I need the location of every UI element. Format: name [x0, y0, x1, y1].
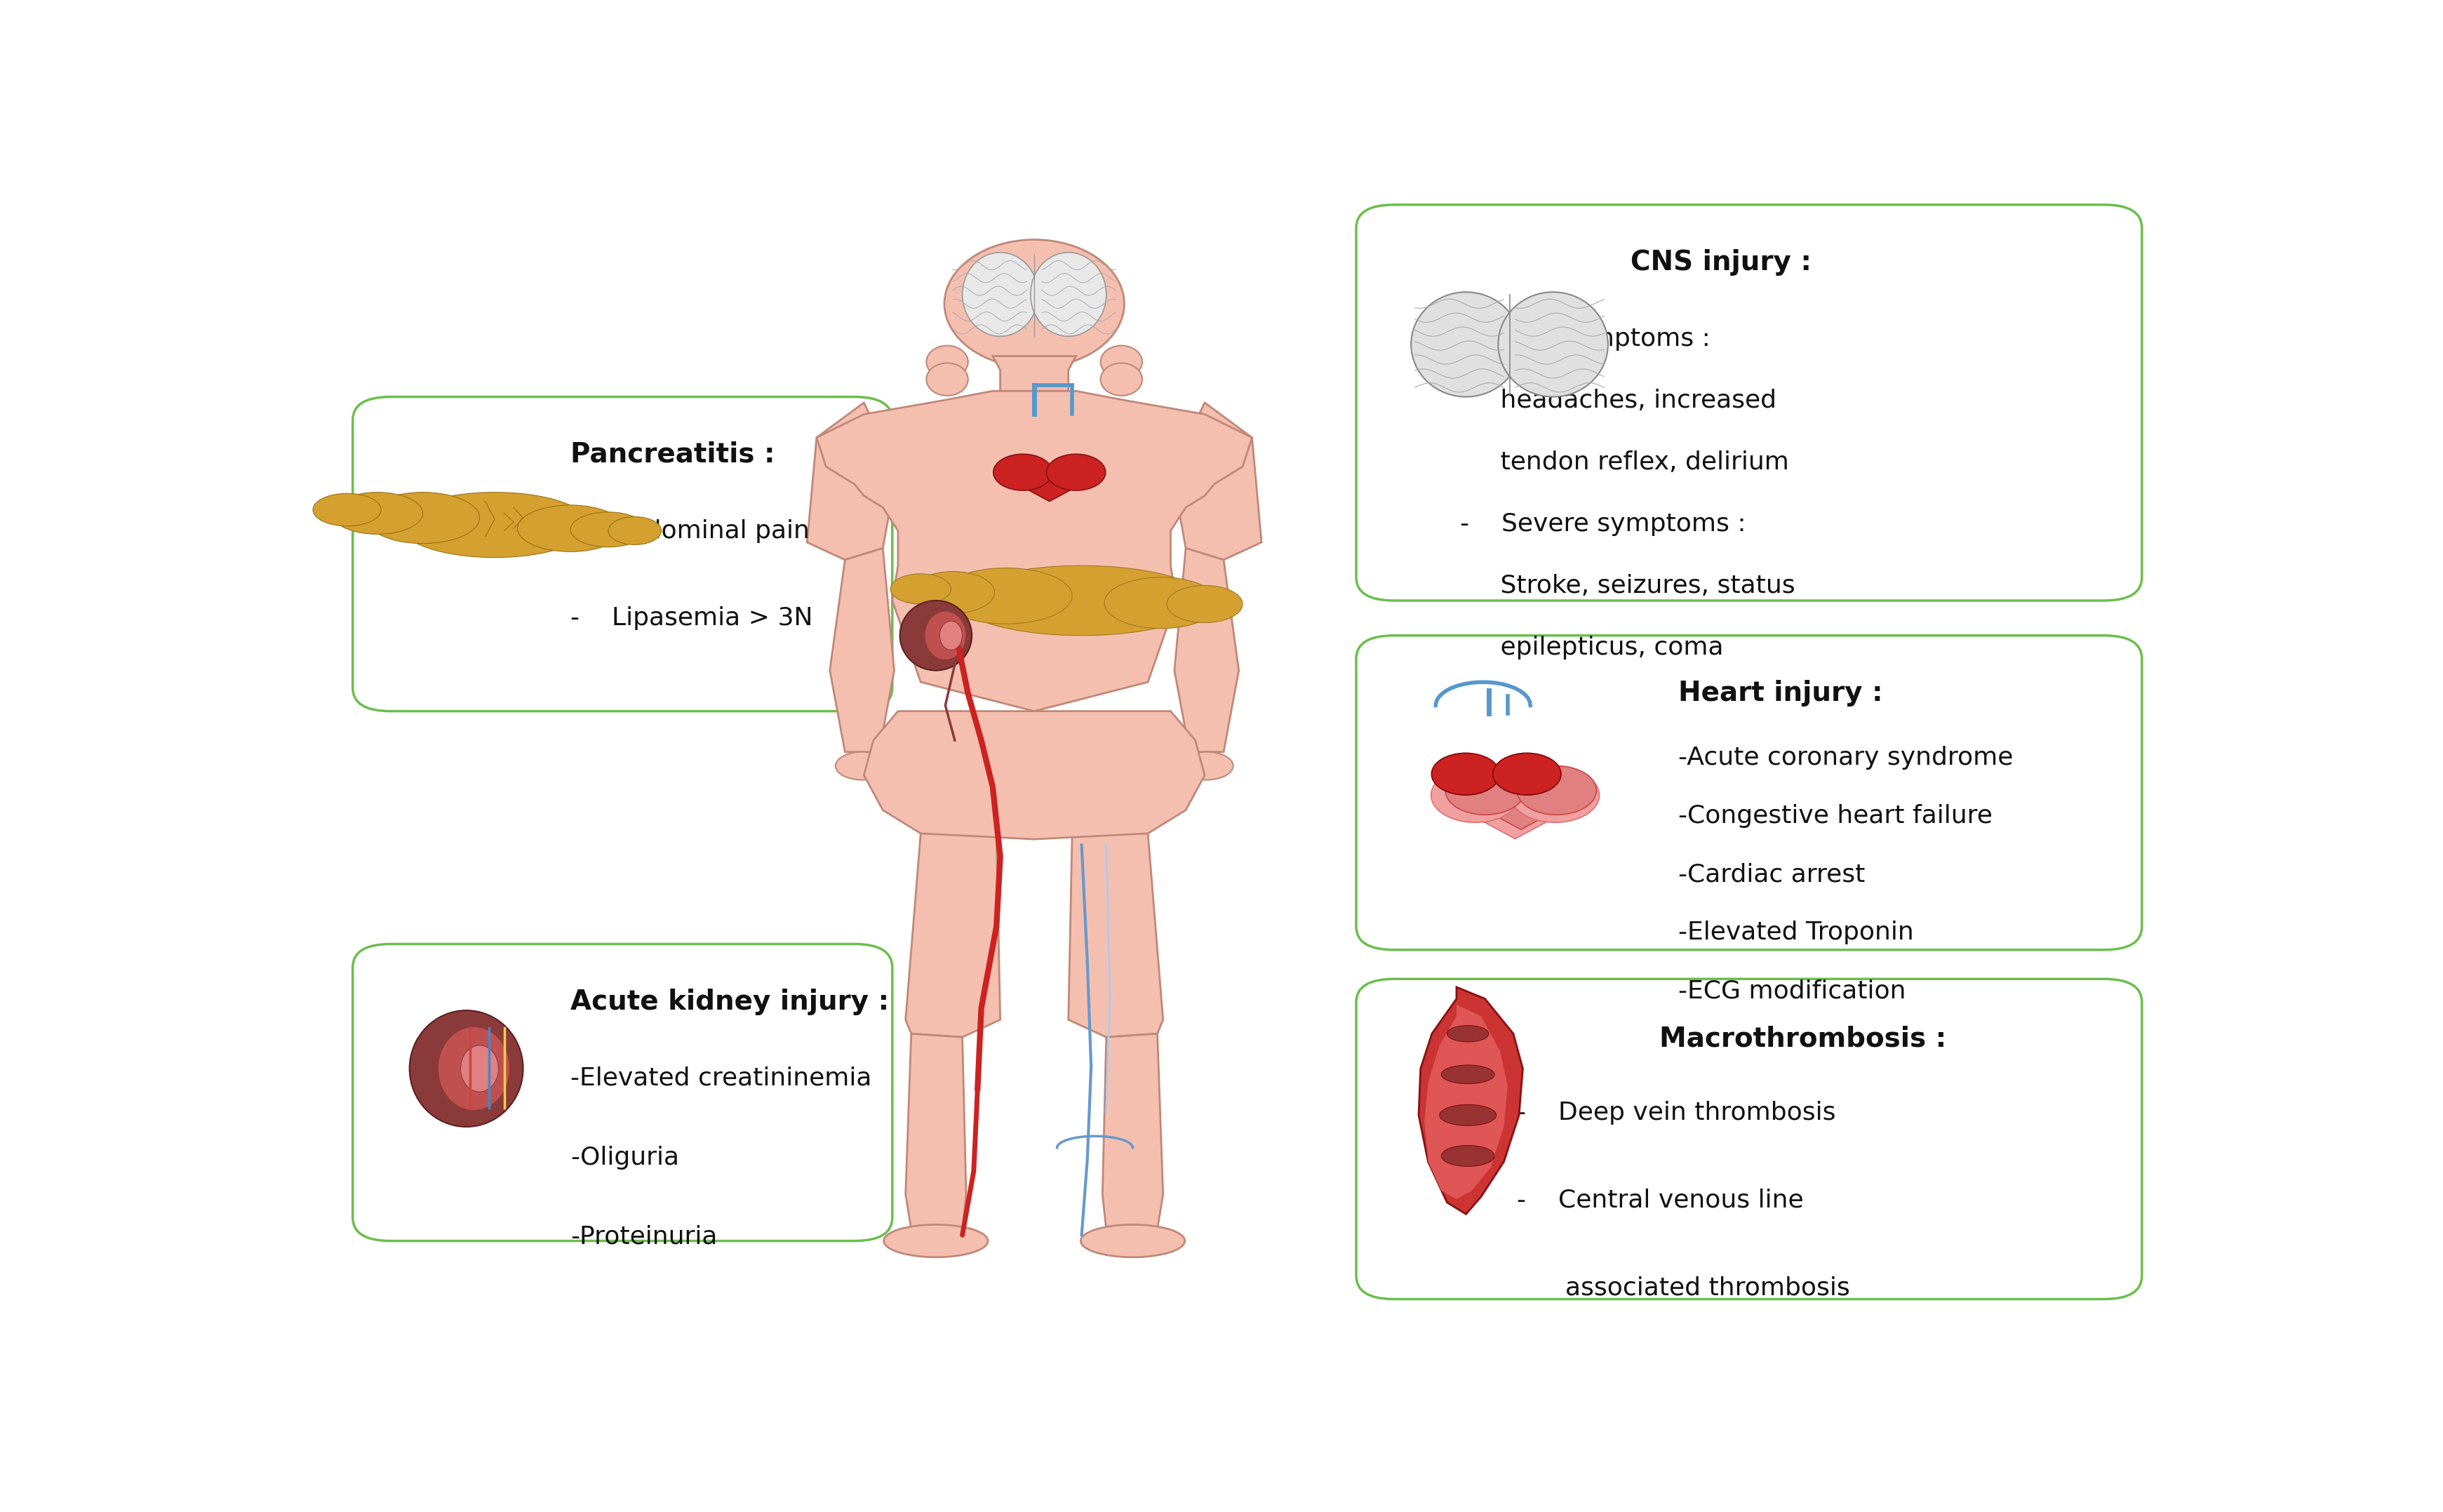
FancyBboxPatch shape [1356, 204, 2143, 600]
Circle shape [1493, 753, 1561, 795]
Text: associated thrombosis: associated thrombosis [1517, 1276, 1849, 1300]
Polygon shape [831, 549, 894, 751]
Text: headaches, increased: headaches, increased [1461, 389, 1776, 413]
Text: epilepticus, coma: epilepticus, coma [1461, 635, 1725, 659]
Circle shape [1510, 768, 1600, 823]
Text: Stroke, seizures, status: Stroke, seizures, status [1461, 573, 1796, 597]
Polygon shape [1434, 795, 1595, 839]
Ellipse shape [1168, 585, 1243, 623]
Ellipse shape [1498, 292, 1607, 396]
Text: -    Abdominal pain: - Abdominal pain [572, 519, 809, 543]
Ellipse shape [958, 565, 1204, 635]
Ellipse shape [462, 1045, 498, 1092]
Text: -    Central venous line: - Central venous line [1517, 1188, 1803, 1213]
Text: -ECG modification: -ECG modification [1678, 978, 1906, 1002]
Polygon shape [906, 833, 999, 1037]
Text: Acute kidney injury :: Acute kidney injury : [572, 989, 889, 1015]
Ellipse shape [1099, 346, 1143, 378]
Text: CNS injury :: CNS injury : [1632, 249, 1813, 275]
Polygon shape [1419, 987, 1522, 1214]
Ellipse shape [518, 505, 623, 552]
Text: Macrothrombosis :: Macrothrombosis : [1659, 1025, 1947, 1052]
Ellipse shape [945, 239, 1124, 367]
Ellipse shape [1439, 1105, 1495, 1125]
Text: -Cardiac arrest: -Cardiac arrest [1678, 862, 1864, 886]
Ellipse shape [1031, 253, 1107, 336]
Ellipse shape [1441, 1064, 1495, 1084]
Ellipse shape [1099, 363, 1143, 396]
Polygon shape [1175, 549, 1239, 751]
Ellipse shape [366, 493, 479, 543]
Ellipse shape [836, 751, 889, 780]
Text: Heart injury :: Heart injury : [1678, 680, 1884, 706]
Ellipse shape [1441, 1146, 1495, 1166]
Polygon shape [865, 711, 1204, 839]
Polygon shape [906, 1034, 965, 1229]
Ellipse shape [941, 621, 963, 650]
Text: Pancreatitis :: Pancreatitis : [572, 442, 774, 467]
Polygon shape [1449, 791, 1593, 830]
Ellipse shape [926, 346, 967, 378]
Ellipse shape [1080, 1225, 1185, 1256]
Ellipse shape [572, 513, 645, 547]
Text: -Elevated creatininemia: -Elevated creatininemia [572, 1066, 872, 1090]
Text: -    Deep vein thrombosis: - Deep vein thrombosis [1517, 1101, 1837, 1125]
FancyBboxPatch shape [352, 943, 892, 1241]
Text: -Congestive heart failure: -Congestive heart failure [1678, 804, 1993, 829]
Ellipse shape [410, 1010, 523, 1126]
Circle shape [1517, 767, 1595, 815]
Text: -Elevated Troponin: -Elevated Troponin [1678, 921, 1913, 945]
FancyBboxPatch shape [1356, 635, 2143, 950]
Polygon shape [1102, 1034, 1163, 1229]
Text: -    Lipasemia > 3N: - Lipasemia > 3N [572, 606, 814, 631]
Polygon shape [1424, 1004, 1507, 1199]
Ellipse shape [911, 572, 994, 614]
Ellipse shape [963, 253, 1038, 336]
Text: -    Mild symptoms :: - Mild symptoms : [1461, 327, 1710, 351]
Ellipse shape [1446, 1025, 1488, 1042]
Ellipse shape [1104, 578, 1219, 629]
Polygon shape [1068, 833, 1163, 1037]
FancyBboxPatch shape [352, 396, 892, 711]
Text: tendon reflex, delirium: tendon reflex, delirium [1461, 451, 1788, 475]
Circle shape [1446, 767, 1524, 815]
Ellipse shape [332, 493, 423, 534]
Polygon shape [816, 392, 1253, 711]
Text: -    Severe symptoms :: - Severe symptoms : [1461, 513, 1747, 535]
FancyBboxPatch shape [1356, 978, 2143, 1299]
Ellipse shape [1412, 292, 1522, 396]
Ellipse shape [889, 573, 950, 605]
Ellipse shape [608, 517, 662, 544]
Ellipse shape [401, 493, 589, 558]
Ellipse shape [884, 1225, 987, 1256]
Ellipse shape [1180, 751, 1234, 780]
Text: -Oliguria: -Oliguria [572, 1146, 679, 1169]
Ellipse shape [899, 600, 972, 670]
Circle shape [1432, 768, 1520, 823]
Ellipse shape [437, 1027, 511, 1110]
Polygon shape [994, 472, 1104, 502]
Ellipse shape [926, 363, 967, 396]
Polygon shape [1434, 774, 1559, 807]
Polygon shape [806, 402, 892, 559]
Circle shape [1046, 454, 1107, 490]
Polygon shape [992, 357, 1075, 392]
Circle shape [1432, 753, 1500, 795]
Polygon shape [1178, 402, 1261, 559]
Ellipse shape [313, 493, 381, 526]
Text: -Acute coronary syndrome: -Acute coronary syndrome [1678, 745, 2013, 770]
Circle shape [994, 454, 1053, 490]
Text: -Proteinuria: -Proteinuria [572, 1225, 718, 1249]
Ellipse shape [923, 611, 965, 659]
Ellipse shape [941, 569, 1072, 624]
